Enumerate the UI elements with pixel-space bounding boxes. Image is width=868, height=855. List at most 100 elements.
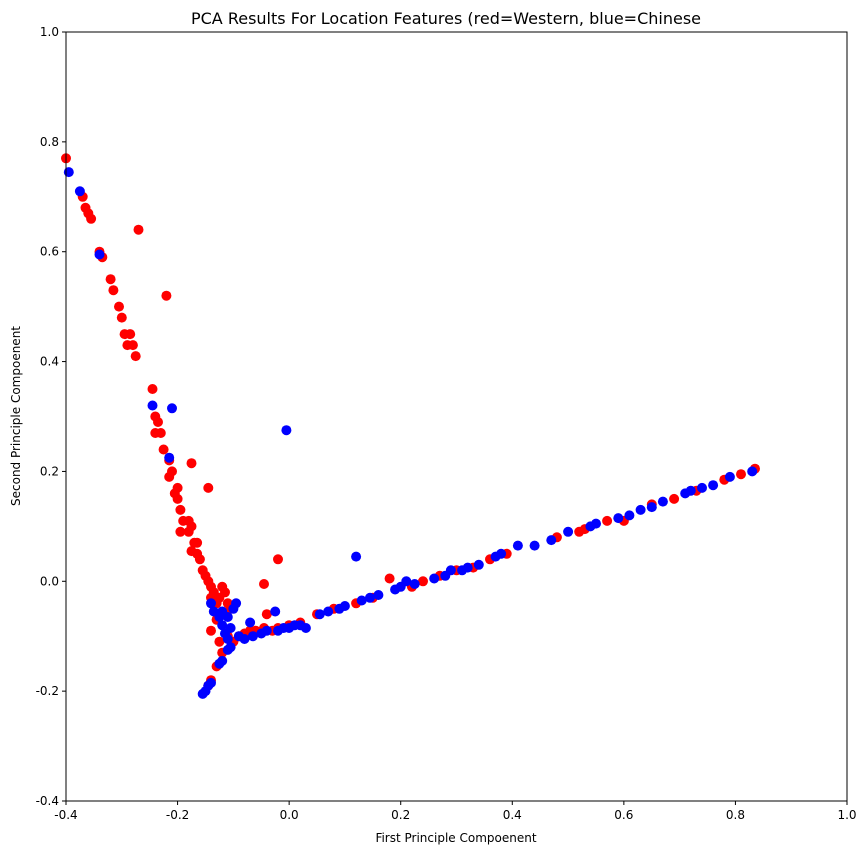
x-tick-label: 1.0 — [837, 808, 856, 822]
scatter-point — [384, 573, 395, 584]
scatter-point — [153, 417, 163, 427]
scatter-point — [270, 606, 281, 617]
scatter-point — [273, 554, 283, 565]
scatter-point — [192, 537, 203, 548]
scatter-point — [247, 631, 258, 642]
scatter-point — [164, 471, 175, 482]
scatter-point — [206, 625, 216, 636]
scatter-point — [203, 482, 214, 493]
scatter-point — [158, 444, 169, 455]
scatter-point — [356, 595, 367, 606]
scatter-point — [314, 609, 325, 620]
scatter-point — [546, 535, 557, 546]
scatter-point — [108, 285, 119, 296]
y-tick-label: -0.4 — [36, 794, 59, 808]
scatter-point — [624, 510, 635, 521]
scatter-point — [635, 504, 646, 515]
scatter-point — [445, 565, 456, 576]
scatter-point — [591, 518, 601, 529]
x-tick-label: 0.6 — [614, 808, 633, 822]
y-axis-label: Second Principle Compoenent — [9, 326, 23, 506]
scatter-point — [217, 620, 228, 631]
x-tick-label: 0.0 — [280, 808, 299, 822]
scatter-point — [708, 480, 719, 491]
x-tick-label: 0.8 — [726, 808, 745, 822]
scatter-point — [147, 400, 158, 411]
scatter-point — [259, 579, 269, 589]
y-tick-label: 1.0 — [40, 25, 59, 39]
y-tick-label: 0.2 — [40, 464, 59, 478]
scatter-point — [231, 598, 242, 609]
scatter-point — [351, 551, 362, 562]
scatter-point — [197, 688, 208, 699]
y-tick-label: -0.2 — [36, 684, 59, 698]
y-tick-label: 0.0 — [40, 574, 59, 588]
scatter-point — [697, 482, 707, 493]
scatter-point — [155, 428, 166, 438]
scatter-point — [300, 623, 311, 633]
scatter-point — [563, 526, 574, 537]
scatter-point — [685, 485, 696, 496]
scatter-point — [281, 425, 292, 436]
scatter-point — [186, 458, 197, 469]
scatter-point — [206, 598, 216, 609]
scatter-point — [94, 249, 105, 260]
scatter-point — [473, 559, 484, 570]
scatter-point — [373, 590, 384, 600]
y-tick-label: 0.6 — [40, 245, 59, 259]
x-tick-label: -0.4 — [54, 808, 77, 822]
scatter-point — [167, 403, 177, 414]
scatter-point — [365, 592, 375, 603]
x-tick-label: -0.2 — [166, 808, 189, 822]
scatter-point — [225, 623, 236, 633]
scatter-point — [747, 466, 758, 477]
scatter-point — [418, 576, 428, 587]
scatter-point — [724, 471, 735, 482]
scatter-point — [114, 301, 124, 312]
scatter-point — [125, 329, 136, 340]
scatter-point — [164, 452, 175, 463]
scatter-point — [116, 312, 127, 323]
scatter-point — [602, 515, 613, 526]
scatter-point — [175, 504, 186, 515]
plot-frame — [65, 31, 848, 802]
scatter-point — [130, 351, 141, 362]
scatter-point — [323, 606, 334, 617]
scatter-point — [194, 554, 205, 565]
scatter-point — [172, 493, 183, 504]
scatter-point — [669, 493, 680, 504]
scatter-point — [646, 502, 657, 513]
y-tick-label: 0.4 — [40, 355, 59, 369]
scatter-point — [214, 636, 225, 647]
scatter-point — [429, 573, 440, 584]
scatter-point — [220, 587, 230, 598]
scatter-point — [183, 526, 194, 537]
scatter-point — [239, 634, 250, 644]
scatter-point — [105, 274, 116, 285]
scatter-point — [127, 340, 138, 351]
x-tick-label: 0.4 — [503, 808, 522, 822]
scatter-point — [74, 186, 85, 197]
scatter-point — [409, 579, 420, 589]
scatter-point — [496, 548, 507, 559]
chart-title: PCA Results For Location Features (red=W… — [191, 9, 701, 28]
scatter-point — [657, 496, 668, 507]
scatter-point — [401, 576, 412, 587]
scatter-point — [339, 601, 350, 611]
scatter-point — [222, 634, 233, 644]
scatter-point — [261, 625, 272, 636]
scatter-point — [86, 213, 97, 224]
scatter-point — [222, 612, 233, 622]
y-axis-ticks: -0.4 -0.2 0.0 0.2 0.4 0.6 0.8 1.0 — [36, 25, 66, 808]
scatter-point — [214, 658, 225, 669]
x-axis-ticks: -0.4 -0.2 0.0 0.2 0.4 0.6 0.8 1.0 — [54, 801, 857, 822]
scatter-point — [245, 617, 256, 628]
x-axis-label: First Principle Compoenent — [375, 831, 536, 845]
y-tick-label: 0.8 — [40, 135, 59, 149]
scatter-point — [133, 224, 144, 235]
scatter-point — [175, 526, 186, 537]
scatter-point — [613, 513, 624, 524]
scatter-point — [736, 469, 746, 480]
scatter-point — [161, 290, 172, 301]
